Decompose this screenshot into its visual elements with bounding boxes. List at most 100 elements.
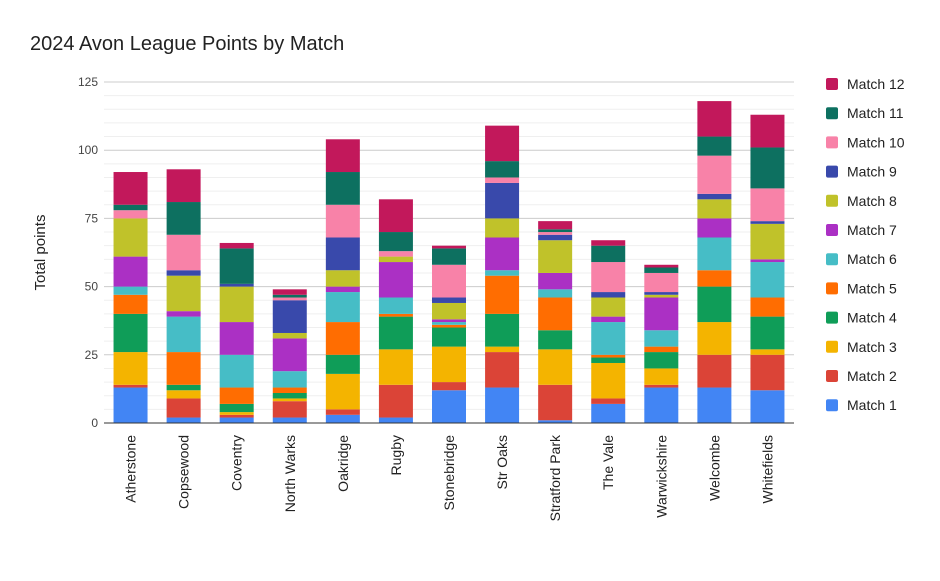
bar-segment (538, 234, 573, 241)
bar-segment (591, 322, 626, 355)
bar-segment (644, 294, 679, 298)
bar-segment (378, 256, 413, 263)
bar-segment (697, 354, 732, 388)
bar-segment (591, 292, 626, 298)
bar-segment (750, 262, 785, 298)
bar-segment (166, 417, 201, 423)
x-tick-label: Rugby (388, 435, 404, 475)
bar-segment (485, 177, 520, 183)
bar-segment (166, 390, 201, 399)
bar-segment (697, 322, 732, 355)
bar-segment (432, 248, 466, 265)
bar-segment (591, 297, 626, 317)
bar-segment (538, 384, 573, 421)
bar-segment (272, 387, 307, 393)
legend-item-label: Match 7 (847, 222, 897, 238)
bar-segment (113, 352, 148, 385)
gridlines (104, 81, 794, 410)
bar-segment (538, 297, 573, 331)
bar-segment (113, 172, 148, 205)
bar-segment (378, 349, 413, 385)
bar-segment (697, 387, 732, 423)
bar-segment (644, 346, 679, 353)
x-tick-label: Copsewood (176, 435, 192, 509)
bar-segment (750, 354, 785, 391)
bar-segment (644, 384, 679, 388)
bar-segment (113, 294, 148, 314)
bar-segment (432, 327, 466, 347)
bar-segment (272, 338, 307, 372)
bar-segment (113, 210, 148, 219)
x-tick-label: Welcombe (706, 435, 722, 501)
bar-segment (485, 161, 520, 178)
bar-segment (485, 237, 520, 271)
bar-segment (219, 354, 254, 388)
bar-segment (219, 417, 254, 423)
bar-segment (166, 169, 201, 203)
bar-segment (538, 229, 573, 233)
bar-segment (432, 322, 466, 325)
legend-swatch (826, 78, 838, 90)
bar-segment (750, 297, 785, 317)
bar-segment (113, 218, 148, 257)
bar-segment (272, 417, 307, 423)
bar-segment (325, 139, 360, 173)
bar-segment (113, 387, 148, 423)
bar-segment (166, 202, 201, 235)
y-tick-label: 125 (78, 75, 98, 89)
bar-segment (538, 240, 573, 273)
bar-segment (697, 136, 732, 156)
bar-segment (485, 218, 520, 238)
bar-segment (485, 270, 520, 276)
bar-segment (750, 316, 785, 350)
bar-segment (538, 221, 573, 230)
bar-segment (113, 256, 148, 287)
bar-segment (272, 294, 307, 298)
bar-segment (325, 373, 360, 410)
bar-segment (378, 262, 413, 298)
y-tick-label: 25 (85, 348, 99, 362)
bar-segment (697, 193, 732, 200)
legend-swatch (826, 194, 838, 207)
bar-segment (432, 264, 466, 298)
bars (113, 101, 785, 423)
bar-segment (325, 204, 360, 238)
bar-segment (485, 346, 520, 353)
x-tick-label: Atherstone (123, 435, 139, 503)
bar-segment (272, 398, 307, 402)
legend-item-label: Match 5 (847, 280, 897, 296)
bar-segment (750, 259, 785, 263)
bar-segment (219, 403, 254, 413)
bar-segment (697, 199, 732, 219)
bar-segment (325, 270, 360, 287)
bar-segment (166, 234, 201, 271)
bar-segment (325, 414, 360, 423)
bar-segment (485, 275, 520, 314)
bar-segment (538, 289, 573, 298)
legend-item-label: Match 6 (847, 251, 897, 267)
bar-segment (697, 286, 732, 323)
y-tick-label: 100 (78, 143, 98, 157)
bar-segment (485, 387, 520, 423)
bar-segment (591, 316, 626, 323)
legend-swatch (826, 165, 838, 178)
legend-item-label: Match 4 (847, 310, 897, 326)
bar-segment (378, 251, 413, 257)
bar-segment (219, 414, 254, 418)
legend-swatch (826, 253, 838, 266)
bar-segment (219, 283, 254, 287)
bar-segment (697, 155, 732, 194)
bar-segment (378, 384, 413, 418)
legend-item-label: Match 9 (847, 164, 897, 180)
bar-segment (538, 330, 573, 350)
legend-item-label: Match 11 (847, 105, 904, 121)
bar-segment (432, 297, 466, 303)
bar-segment (538, 349, 573, 385)
legend-swatch (826, 136, 838, 149)
bar-segment (538, 272, 573, 290)
bar-segment (591, 357, 626, 363)
bar-segment (166, 311, 201, 317)
bar-segment (485, 313, 520, 347)
legend-item-label: Match 10 (847, 134, 905, 150)
